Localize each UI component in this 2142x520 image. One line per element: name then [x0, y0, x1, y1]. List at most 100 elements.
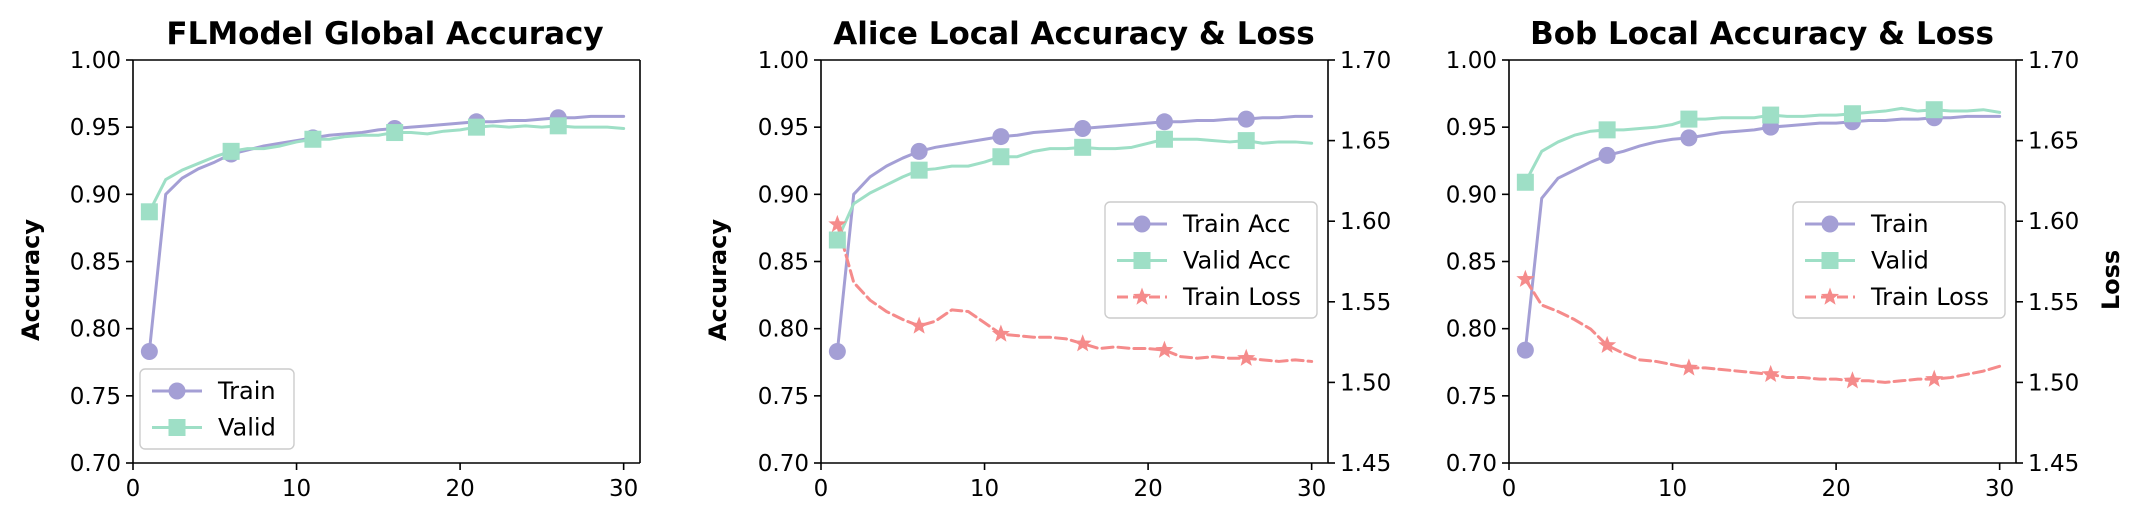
y-tick-label: 1.00 — [70, 48, 121, 74]
data-point-train — [1516, 341, 1534, 359]
y2-tick-label: 1.45 — [2028, 451, 2079, 477]
plot-area: 0 10 20 30 0.70 0.75 0.80 0.85 0.90 0.95 1.00 Train… — [70, 48, 641, 502]
y2-tick-label: 1.55 — [2028, 290, 2079, 316]
data-point-train — [992, 128, 1010, 146]
data-point-train — [1074, 120, 1092, 138]
data-point-valid — [910, 161, 928, 179]
data-point-train — [1237, 110, 1255, 128]
y2-tick-label: 1.50 — [1340, 370, 1391, 396]
legend-marker-valid — [1133, 252, 1151, 269]
legend-label-valid: Valid — [218, 414, 276, 442]
data-point-loss — [1843, 371, 1862, 389]
data-point-valid — [1074, 138, 1092, 156]
y-tick-label: 0.70 — [70, 451, 121, 477]
legend-box — [1792, 201, 2006, 319]
x-tick-label: 0 — [814, 476, 829, 502]
data-point-valid — [828, 231, 846, 249]
chart-title: FLModel Global Accuracy — [166, 16, 603, 52]
data-point-valid — [1762, 106, 1780, 124]
data-point-loss — [910, 316, 929, 334]
data-point-train — [1680, 129, 1698, 147]
y-tick-label: 1.00 — [1446, 48, 1497, 74]
y-tick-label: 0.95 — [70, 115, 121, 141]
legend: Train Valid — [139, 368, 295, 450]
y-axis-label: Accuracy — [17, 219, 45, 341]
x-tick-label: 30 — [1297, 476, 1326, 502]
y-tick-label: 0.90 — [70, 182, 121, 208]
data-point-loss — [828, 214, 847, 233]
plot-area: 0 10 20 30 0.70 0.75 0.80 0.85 0.90 0.95 1.00 1.45 1… — [758, 48, 1391, 502]
data-point-train — [1598, 146, 1616, 164]
data-point-valid — [1680, 110, 1698, 128]
data-point-valid — [1598, 121, 1616, 139]
chart-bob-accuracy-loss: Bob Local Accuracy & Loss Loss 0 10 20 30 0.… — [1446, 16, 2125, 502]
y2-tick-label: 1.55 — [1340, 290, 1391, 316]
x-tick-label: 20 — [1821, 476, 1850, 502]
y-tick-label: 0.95 — [1446, 115, 1497, 141]
data-point-loss — [1073, 334, 1092, 352]
data-point-valid — [992, 148, 1010, 166]
x-tick-label: 0 — [126, 476, 141, 502]
data-point-loss — [1598, 335, 1617, 354]
y2-tick-label: 1.65 — [2028, 129, 2079, 155]
y-tick-label: 0.80 — [758, 317, 809, 343]
legend-label-loss: Train Loss — [1182, 283, 1301, 311]
y2-tick-label: 1.70 — [1340, 48, 1391, 74]
x-tick-label: 20 — [1133, 476, 1162, 502]
y-tick-label: 0.70 — [1446, 451, 1497, 477]
data-point-train — [910, 142, 928, 160]
y-tick-label: 0.70 — [758, 451, 809, 477]
data-point-valid — [549, 117, 567, 135]
y-tick-label: 0.90 — [758, 182, 809, 208]
data-point-loss — [1516, 269, 1535, 287]
legend-label-valid: Valid — [1871, 247, 1929, 275]
data-point-valid — [1237, 132, 1255, 150]
y2-tick-label: 1.60 — [1340, 209, 1391, 235]
y2-tick-label: 1.70 — [2028, 48, 2079, 74]
legend-marker-valid — [168, 419, 186, 436]
legend-marker-loss — [1820, 287, 1840, 305]
y-tick-label: 0.90 — [1446, 182, 1497, 208]
y-tick-label: 0.85 — [758, 250, 809, 276]
chart-title: Alice Local Accuracy & Loss — [833, 16, 1314, 52]
data-point-train — [1155, 113, 1173, 131]
data-point-valid — [1516, 173, 1534, 191]
legend-label-train: Train — [1870, 210, 1929, 238]
data-point-valid — [304, 130, 322, 148]
legend-label-train: Train Acc — [1182, 210, 1291, 238]
x-tick-label: 10 — [970, 476, 999, 502]
y-axis-label: Accuracy — [704, 219, 732, 341]
y2-tick-label: 1.65 — [1340, 129, 1391, 155]
data-point-valid — [386, 124, 404, 142]
plot-area: 0 10 20 30 0.70 0.75 0.80 0.85 0.90 0.95 1.00 1.45 1… — [1446, 48, 2079, 502]
chart-alice-accuracy-loss: Alice Local Accuracy & Loss Accuracy 0 10… — [704, 16, 1391, 502]
y2-tick-label: 1.60 — [2028, 209, 2079, 235]
chart-title: Bob Local Accuracy & Loss — [1530, 16, 1994, 52]
y-tick-label: 0.85 — [1446, 250, 1497, 276]
data-point-loss — [1679, 358, 1698, 376]
data-point-loss — [1237, 348, 1256, 366]
data-point-valid — [1843, 105, 1861, 123]
y-tick-label: 0.80 — [70, 317, 121, 343]
x-tick-label: 10 — [282, 476, 311, 502]
data-point-loss — [1761, 364, 1780, 383]
y2-tick-label: 1.45 — [1340, 451, 1391, 477]
y-tick-label: 0.80 — [1446, 317, 1497, 343]
x-tick-label: 0 — [1502, 476, 1517, 502]
y2-axis-label: Loss — [2097, 250, 2125, 310]
legend-label-train: Train — [217, 377, 276, 405]
y-tick-label: 0.75 — [70, 384, 121, 410]
legend-marker-train — [1133, 215, 1151, 233]
legend: Train Acc Valid Acc Train Loss — [1104, 201, 1318, 319]
data-point-valid — [140, 203, 158, 221]
y-tick-label: 0.75 — [1446, 384, 1497, 410]
data-point-valid — [467, 118, 485, 136]
y-tick-label: 0.75 — [758, 384, 809, 410]
legend: Train Valid Train Loss — [1792, 201, 2006, 319]
y-tick-label: 0.95 — [758, 115, 809, 141]
data-point-valid — [1925, 101, 1943, 119]
y-tick-label: 0.85 — [70, 250, 121, 276]
data-point-valid — [1155, 130, 1173, 148]
